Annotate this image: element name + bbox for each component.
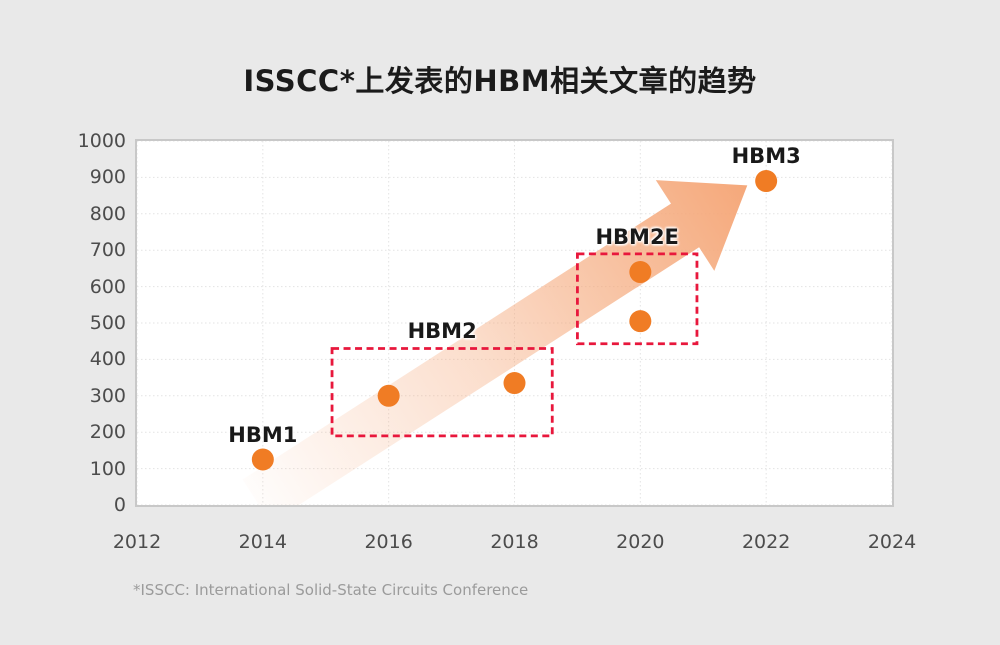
x-tick-label: 2016 (364, 531, 413, 553)
y-tick-label: 200 (89, 421, 126, 444)
y-tick-label: 100 (89, 457, 126, 480)
y-tick-label: 900 (89, 166, 126, 189)
y-tick-label: 1000 (77, 130, 126, 152)
y-tick-label: 500 (89, 312, 126, 334)
y-tick-label: 600 (89, 275, 126, 298)
x-tick-label: 2014 (238, 531, 287, 553)
data-point (377, 384, 400, 407)
x-tick-label: 2012 (112, 531, 162, 553)
footnote: *ISSCC: International Solid-State Circui… (133, 581, 529, 599)
chart-canvas (137, 141, 892, 505)
trend-arrow (242, 180, 748, 505)
y-tick-label: 0 (113, 494, 126, 516)
chart-title: ISSCC*上发表的HBM相关文章的趋势 (243, 64, 757, 98)
data-point (251, 448, 274, 471)
y-tick-label: 300 (89, 384, 126, 407)
x-tick-label: 2018 (490, 531, 539, 553)
x-tick-label: 2022 (741, 531, 791, 553)
group-box-hbm2e (576, 252, 699, 346)
data-point (503, 372, 526, 395)
plot-area: HBM1 HBM3 HBM2 HBM2E (135, 139, 894, 507)
y-tick-label: 800 (89, 202, 126, 225)
data-point (755, 170, 778, 193)
y-tick-label: 400 (89, 348, 126, 371)
x-tick-label: 2024 (867, 531, 917, 553)
x-tick-label: 2020 (616, 531, 665, 553)
group-box-hbm2 (330, 347, 554, 438)
y-tick-label: 700 (89, 239, 126, 262)
data-point (629, 261, 652, 284)
data-point (629, 310, 652, 333)
